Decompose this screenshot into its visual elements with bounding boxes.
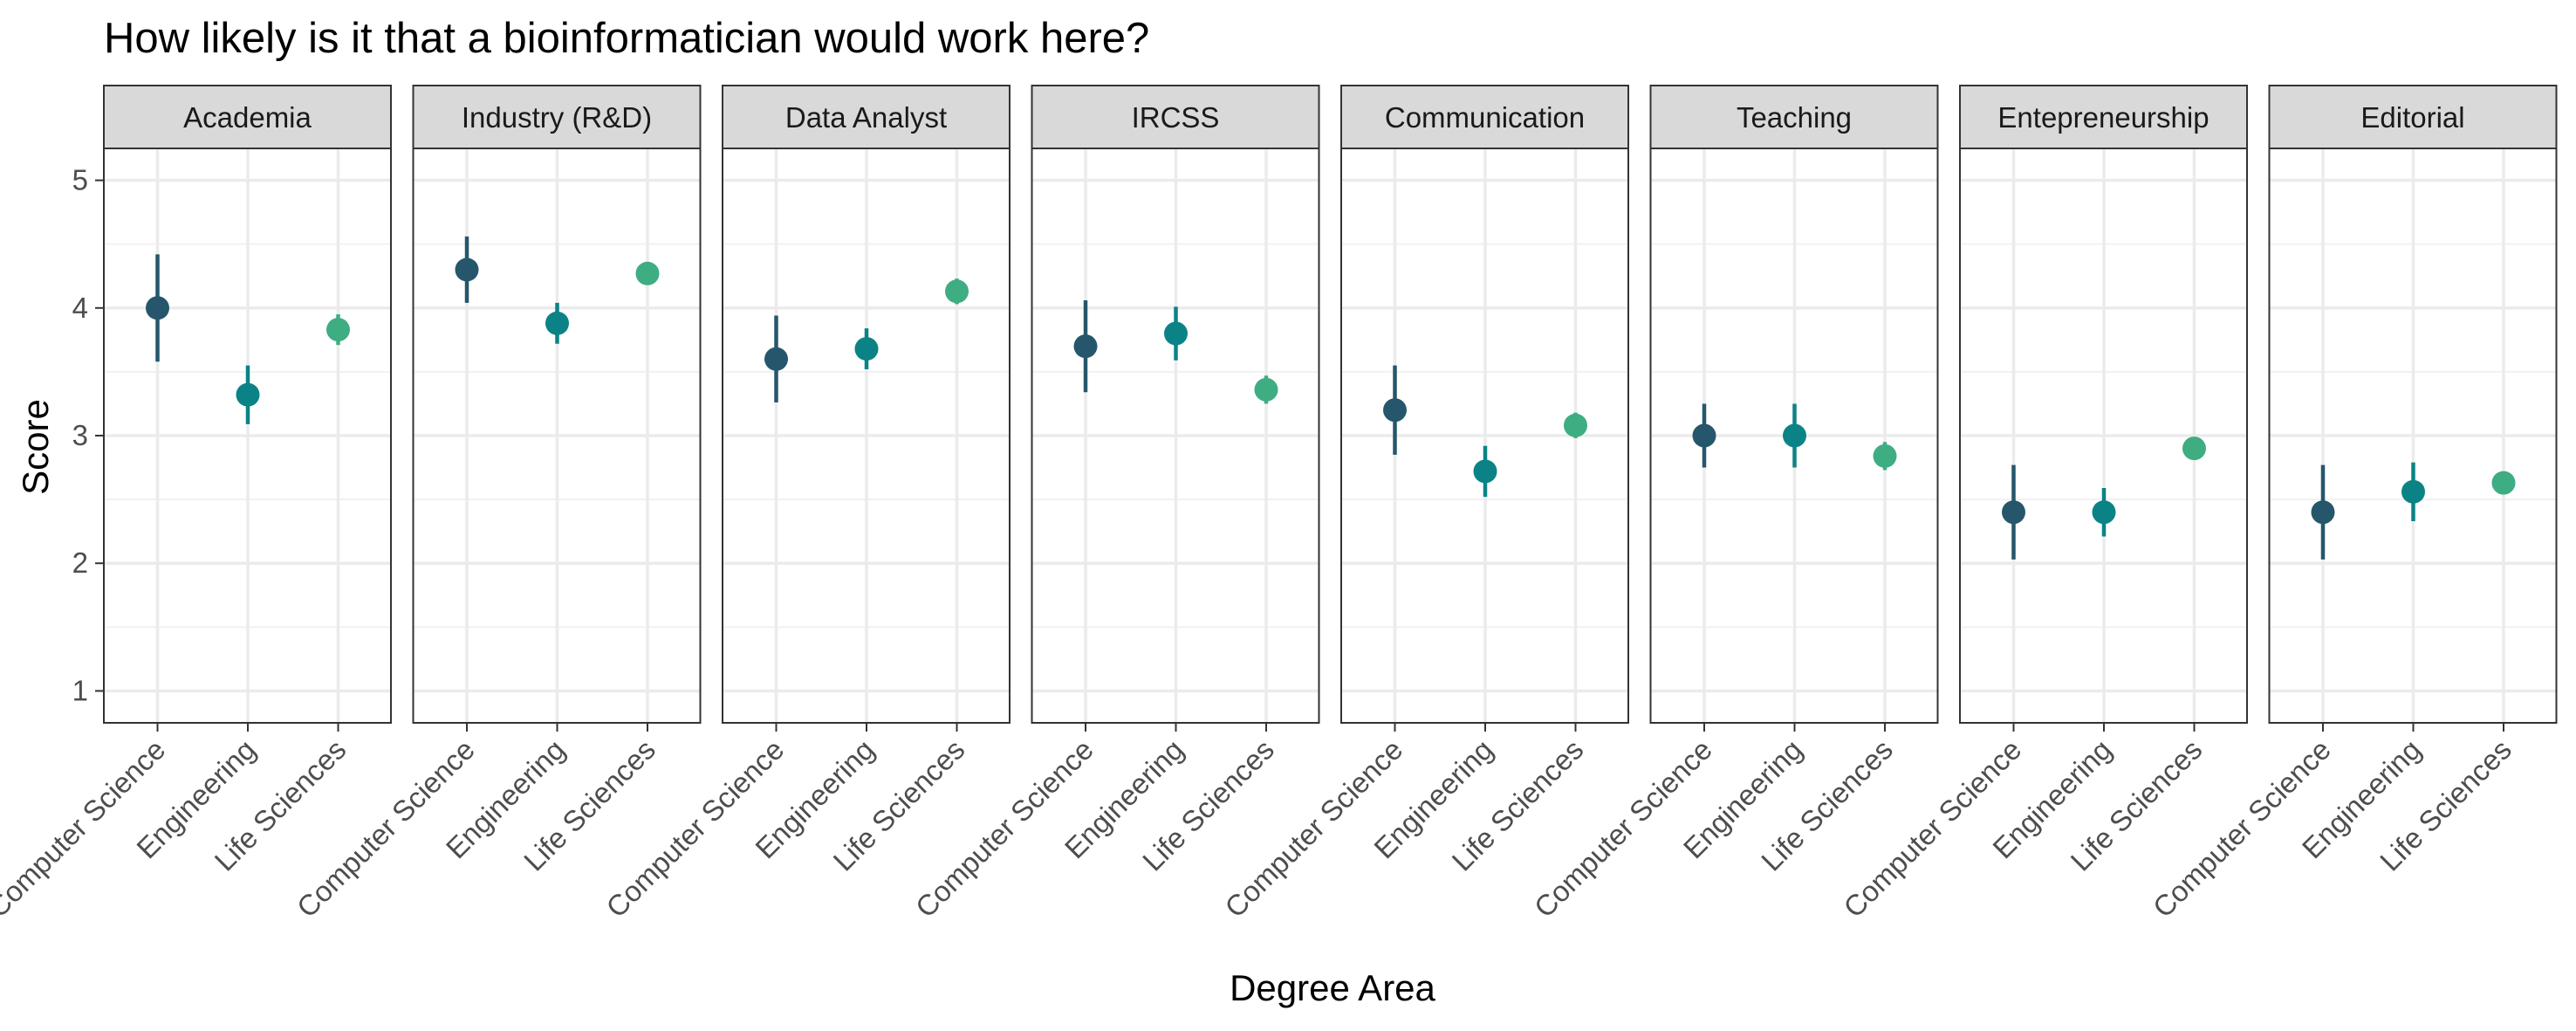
data-point [545, 311, 569, 335]
data-point [764, 347, 788, 371]
data-point [1873, 443, 1897, 468]
facet-strip [1959, 85, 2248, 149]
facet-strip-label: Editorial [2360, 101, 2464, 134]
facet-strip-label: Data Analyst [785, 101, 947, 134]
data-point [2401, 479, 2425, 504]
data-point [854, 337, 879, 361]
data-point [146, 296, 169, 320]
facet-strip [103, 85, 392, 149]
y-axis-title: Score [15, 399, 56, 495]
facet-strip-label: Academia [183, 101, 312, 134]
data-point [1383, 398, 1407, 423]
facet-strip [2268, 85, 2558, 149]
data-point [236, 382, 260, 407]
facet-strip [722, 85, 1011, 149]
data-point [2092, 500, 2116, 525]
facet-strip-label: IRCSS [1132, 101, 1220, 134]
data-point [2002, 500, 2025, 525]
data-point [2311, 500, 2335, 525]
facet-strip [1340, 85, 1629, 149]
data-point [1473, 459, 1497, 484]
data-point [635, 261, 660, 285]
facet-strip-label: Communication [1385, 101, 1585, 134]
data-point [1692, 423, 1716, 448]
data-point [1164, 321, 1188, 346]
x-axis-title: Degree Area [1230, 967, 1435, 1008]
facet-strip-label: Industry (R&D) [462, 101, 652, 134]
data-point [326, 318, 350, 342]
facet-strip [1649, 85, 1939, 149]
y-tick-label: 2 [72, 546, 88, 579]
data-point [1073, 334, 1098, 359]
chart-title: How likely is it that a bioinformatician… [104, 15, 1149, 62]
data-point [1254, 377, 1278, 402]
data-point [1783, 423, 1806, 448]
facet-strip [412, 85, 702, 149]
facet-strip [1031, 85, 1320, 149]
facet-panel: Industry (R&D)Computer ScienceEngineerin… [291, 85, 702, 924]
y-tick-label: 5 [72, 164, 88, 196]
data-point [945, 279, 969, 304]
facet-strip-label: Teaching [1737, 101, 1852, 134]
data-point [455, 258, 479, 282]
y-tick-label: 4 [72, 292, 88, 324]
data-point [2182, 436, 2206, 461]
y-tick-label: 1 [72, 674, 88, 706]
facet-strip-label: Entepreneurship [1997, 101, 2209, 134]
data-point [2491, 471, 2516, 495]
y-tick-label: 3 [72, 419, 88, 451]
data-point [1564, 413, 1587, 437]
